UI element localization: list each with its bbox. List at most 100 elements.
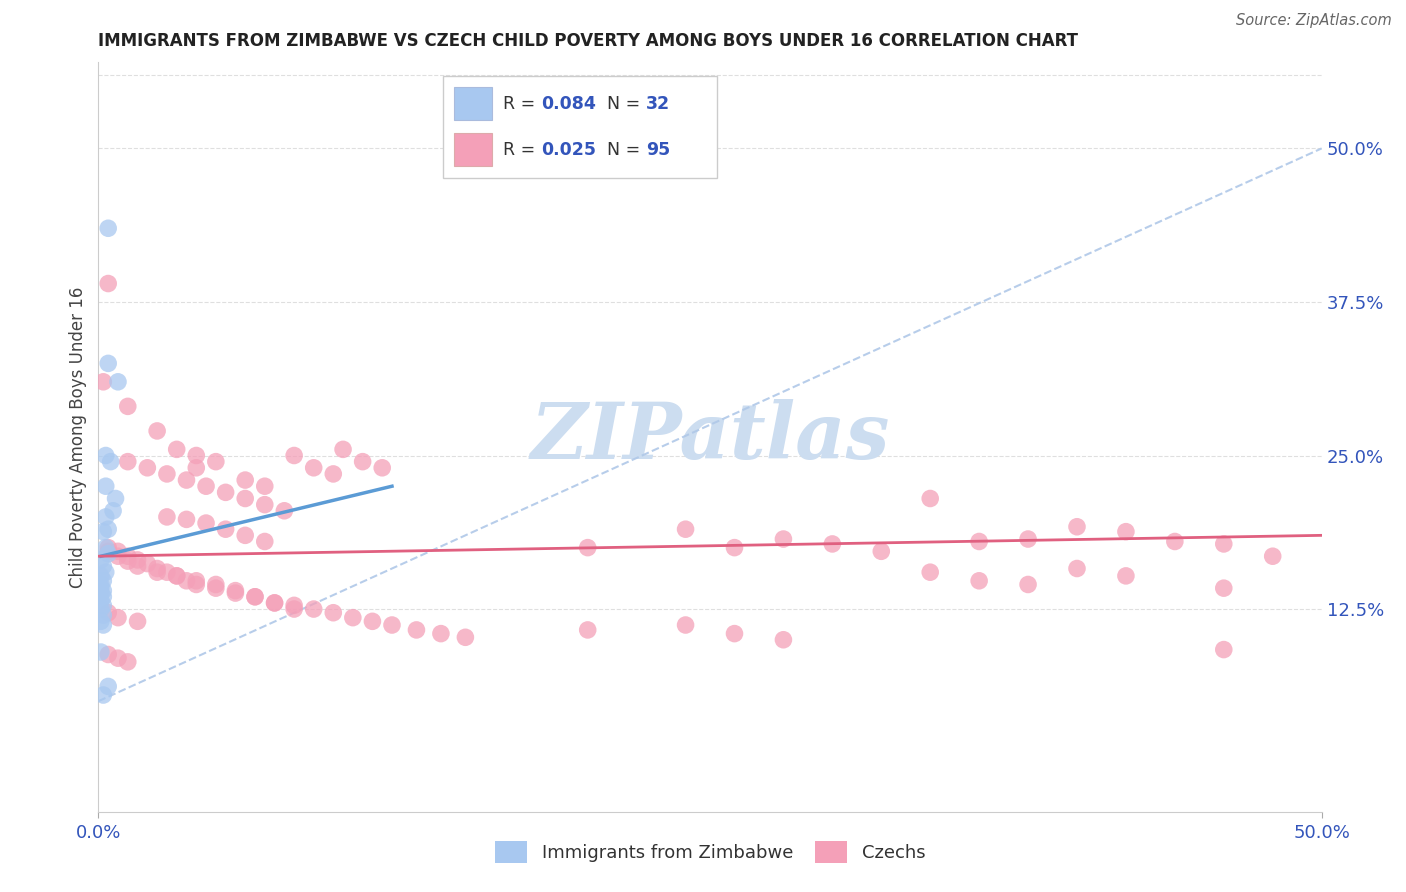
Point [107,651,129,665]
Point [100,455,122,469]
Point [723,626,745,640]
Point [195,479,218,493]
Point [1066,561,1088,575]
Point [967,574,990,588]
Text: 0.084: 0.084 [541,95,596,112]
Point [214,522,236,536]
Point [1066,520,1088,534]
Point [91,599,114,613]
Point [156,565,179,579]
Point [332,442,354,457]
Point [107,610,129,624]
Point [576,541,599,555]
FancyBboxPatch shape [443,76,717,178]
Text: ZIPatlas: ZIPatlas [530,399,890,475]
Point [1212,537,1234,551]
Point [127,615,149,629]
Y-axis label: Child Poverty Among Boys Under 16: Child Poverty Among Boys Under 16 [69,286,87,588]
Point [97,544,120,558]
Point [91,583,114,598]
Point [675,618,697,632]
Point [94,449,117,463]
Point [195,516,218,530]
Text: R =: R = [503,141,541,159]
Point [342,610,364,624]
Point [205,577,228,591]
Point [186,449,208,463]
Point [166,569,188,583]
Point [273,504,295,518]
Point [1212,581,1234,595]
Point [263,596,285,610]
Point [322,467,344,481]
Point [233,491,256,506]
Text: Source: ZipAtlas.com: Source: ZipAtlas.com [1236,13,1392,29]
Point [127,553,149,567]
Point [263,596,285,610]
Point [127,559,149,574]
Point [90,602,112,616]
Point [91,590,114,604]
Point [91,375,114,389]
Point [1261,549,1284,564]
Point [675,522,697,536]
Point [146,565,169,579]
Point [156,467,179,481]
Point [870,544,893,558]
Point [371,460,394,475]
Point [91,524,114,539]
Point [90,645,112,659]
Point [772,632,794,647]
Point [454,630,477,644]
Point [94,479,117,493]
Point [97,522,120,536]
Point [107,549,129,564]
Text: 32: 32 [645,95,669,112]
Point [90,615,112,629]
Point [104,491,127,506]
Point [90,581,112,595]
Point [243,590,266,604]
Point [97,547,120,561]
Point [186,577,208,591]
Point [772,532,794,546]
Point [186,574,208,588]
Text: N =: N = [607,95,647,112]
Point [405,623,427,637]
Point [1017,577,1039,591]
Point [233,473,256,487]
Point [97,356,120,370]
Point [214,485,236,500]
Point [176,512,198,526]
Point [166,569,188,583]
Point [1017,532,1039,546]
Text: IMMIGRANTS FROM ZIMBABWE VS CZECH CHILD POVERTY AMONG BOYS UNDER 16 CORRELATION : IMMIGRANTS FROM ZIMBABWE VS CZECH CHILD … [98,32,1078,50]
Point [90,569,112,583]
Text: 0.025: 0.025 [541,141,596,159]
Point [1115,524,1137,539]
Point [352,455,374,469]
Point [117,400,139,414]
Point [117,554,139,568]
Point [97,606,120,620]
Point [283,602,305,616]
Point [107,544,129,558]
Point [117,655,139,669]
Point [91,688,114,702]
Point [117,549,139,564]
Point [91,559,114,574]
Point [97,221,120,235]
Point [97,277,120,291]
Point [94,541,117,555]
Point [224,583,246,598]
Point [224,586,246,600]
Point [90,577,112,591]
Point [90,586,112,600]
Point [302,602,325,616]
Point [90,593,112,607]
Point [91,608,114,623]
Point [920,565,942,579]
Point [430,626,453,640]
Point [97,680,120,694]
Text: N =: N = [607,141,647,159]
